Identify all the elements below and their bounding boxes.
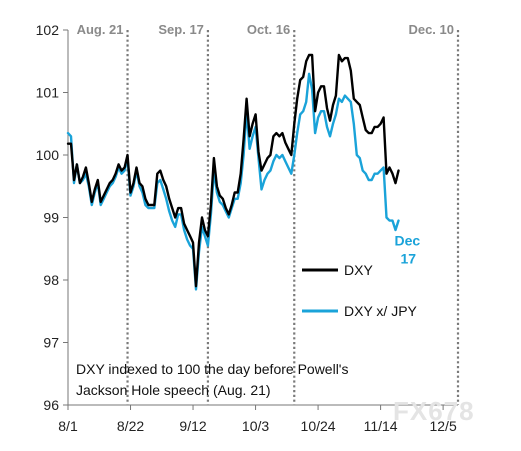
legend: DXY DXY x/ JPY — [302, 262, 418, 319]
event-label: Aug. 21 — [77, 22, 124, 37]
y-tick-label: 101 — [36, 85, 60, 101]
annotation-text: DXY indexed to 100 the day before Powell… — [76, 361, 348, 398]
series-line-dxy — [66, 53, 400, 288]
legend-label: DXY x/ JPY — [344, 303, 418, 319]
event-label: Sep. 17 — [158, 22, 204, 37]
axes — [63, 29, 458, 410]
x-tick-label: 8/22 — [117, 418, 144, 434]
event-lines: Aug. 21 Sep. 17 Oct. 16 Dec. 10 — [77, 22, 460, 405]
x-tick-label: 9/12 — [179, 418, 206, 434]
x-tick-label: 8/1 — [58, 418, 78, 434]
annotation: DXY indexed to 100 the day before Powell… — [76, 361, 348, 398]
x-tick-label: 11/14 — [364, 418, 398, 434]
y-tick-label: 97 — [43, 335, 59, 351]
event-label: Dec. 10 — [408, 22, 454, 37]
series-line-dxy-ex-jpy — [66, 72, 400, 291]
watermark-logo: FX678 — [393, 396, 475, 426]
x-tick-label: 12/5 — [429, 418, 456, 434]
tick-labels: 96 97 98 99 100 101 102 8/1 8/22 9/12 10/3 10/24 11/… — [36, 22, 457, 434]
series-lines — [66, 53, 400, 291]
y-tick-label: 98 — [43, 272, 59, 288]
watermark: FX678 — [393, 396, 475, 426]
x-tick-label: 10/3 — [242, 418, 269, 434]
y-tick-label: 96 — [43, 397, 59, 413]
x-tick-label: 10/24 — [301, 418, 336, 434]
y-tick-label: 100 — [36, 147, 60, 163]
event-label: Oct. 16 — [247, 22, 290, 37]
end-date-label: Dec 17 — [394, 233, 420, 267]
y-tick-label: 99 — [43, 210, 59, 226]
legend-label: DXY — [344, 262, 373, 278]
y-tick-label: 102 — [36, 22, 60, 38]
